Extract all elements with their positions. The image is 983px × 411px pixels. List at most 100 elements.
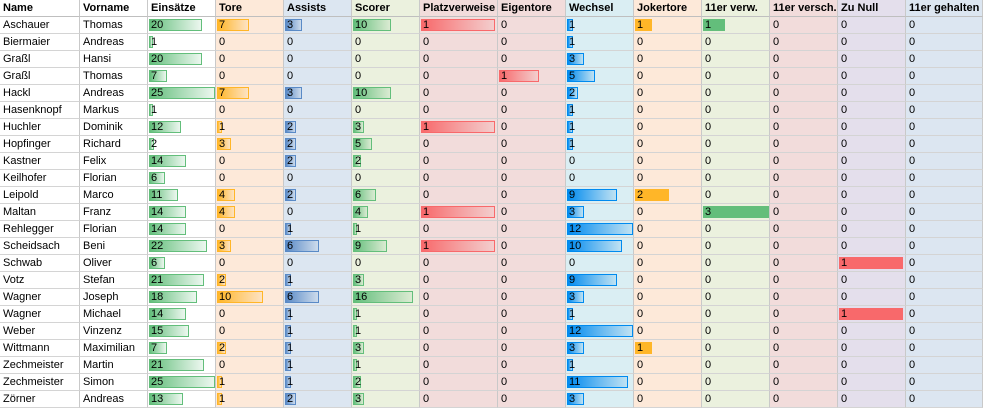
cell-11er-gehalten[interactable]: 0 <box>906 85 983 102</box>
cell-platzverweise[interactable]: 0 <box>420 272 498 289</box>
header-cell-vorname[interactable]: Vorname <box>80 0 148 17</box>
cell-jokertore[interactable]: 0 <box>634 255 702 272</box>
cell-tore[interactable]: 0 <box>216 34 284 51</box>
header-cell-11er-verw[interactable]: 11er verw. <box>702 0 770 17</box>
cell-einsaetze[interactable]: 11 <box>148 187 216 204</box>
cell-platzverweise[interactable]: 0 <box>420 34 498 51</box>
cell-11er-versch[interactable]: 0 <box>770 357 838 374</box>
cell-eigentore[interactable]: 0 <box>498 153 566 170</box>
cell-11er-versch[interactable]: 0 <box>770 391 838 408</box>
cell-einsaetze[interactable]: 14 <box>148 221 216 238</box>
cell-jokertore[interactable]: 0 <box>634 102 702 119</box>
cell-einsaetze[interactable]: 7 <box>148 340 216 357</box>
cell-zu-null[interactable]: 1 <box>838 306 906 323</box>
cell-assists[interactable]: 1 <box>284 340 352 357</box>
cell-zu-null[interactable]: 0 <box>838 221 906 238</box>
cell-eigentore[interactable]: 0 <box>498 170 566 187</box>
cell-wechsel[interactable]: 1 <box>566 34 634 51</box>
cell-tore[interactable]: 10 <box>216 289 284 306</box>
cell-platzverweise[interactable]: 1 <box>420 119 498 136</box>
cell-zu-null[interactable]: 0 <box>838 391 906 408</box>
cell-jokertore[interactable]: 0 <box>634 306 702 323</box>
cell-zu-null[interactable]: 0 <box>838 187 906 204</box>
cell-tore[interactable]: 0 <box>216 102 284 119</box>
cell-jokertore[interactable]: 2 <box>634 187 702 204</box>
cell-11er-gehalten[interactable]: 0 <box>906 51 983 68</box>
cell-tore[interactable]: 7 <box>216 85 284 102</box>
cell-tore[interactable]: 0 <box>216 323 284 340</box>
cell-assists[interactable]: 2 <box>284 391 352 408</box>
cell-11er-gehalten[interactable]: 0 <box>906 17 983 34</box>
cell-assists[interactable]: 1 <box>284 357 352 374</box>
cell-eigentore[interactable]: 0 <box>498 34 566 51</box>
cell-tore[interactable]: 2 <box>216 340 284 357</box>
header-cell-jokertore[interactable]: Jokertore <box>634 0 702 17</box>
cell-vorname[interactable]: Stefan <box>80 272 148 289</box>
cell-11er-versch[interactable]: 0 <box>770 153 838 170</box>
header-cell-tore[interactable]: Tore <box>216 0 284 17</box>
cell-einsaetze[interactable]: 20 <box>148 17 216 34</box>
cell-11er-verw[interactable]: 0 <box>702 238 770 255</box>
cell-einsaetze[interactable]: 12 <box>148 119 216 136</box>
cell-11er-gehalten[interactable]: 0 <box>906 170 983 187</box>
header-cell-assists[interactable]: Assists <box>284 0 352 17</box>
cell-einsaetze[interactable]: 14 <box>148 153 216 170</box>
cell-jokertore[interactable]: 0 <box>634 51 702 68</box>
header-cell-11er-versch[interactable]: 11er versch. <box>770 0 838 17</box>
cell-zu-null[interactable]: 0 <box>838 272 906 289</box>
cell-11er-versch[interactable]: 0 <box>770 289 838 306</box>
cell-11er-verw[interactable]: 0 <box>702 153 770 170</box>
cell-tore[interactable]: 4 <box>216 204 284 221</box>
cell-vorname[interactable]: Florian <box>80 170 148 187</box>
cell-assists[interactable]: 2 <box>284 119 352 136</box>
cell-einsaetze[interactable]: 20 <box>148 51 216 68</box>
cell-jokertore[interactable]: 0 <box>634 357 702 374</box>
cell-platzverweise[interactable]: 0 <box>420 289 498 306</box>
cell-assists[interactable]: 0 <box>284 68 352 85</box>
cell-eigentore[interactable]: 0 <box>498 391 566 408</box>
cell-assists[interactable]: 1 <box>284 323 352 340</box>
cell-jokertore[interactable]: 0 <box>634 323 702 340</box>
cell-name[interactable]: Biermaier <box>0 34 80 51</box>
cell-11er-versch[interactable]: 0 <box>770 85 838 102</box>
cell-vorname[interactable]: Vinzenz <box>80 323 148 340</box>
cell-name[interactable]: Weber <box>0 323 80 340</box>
cell-scorer[interactable]: 5 <box>352 136 420 153</box>
cell-assists[interactable]: 0 <box>284 170 352 187</box>
cell-scorer[interactable]: 6 <box>352 187 420 204</box>
cell-name[interactable]: Zechmeister <box>0 374 80 391</box>
cell-wechsel[interactable]: 12 <box>566 323 634 340</box>
cell-11er-verw[interactable]: 0 <box>702 221 770 238</box>
header-cell-wechsel[interactable]: Wechsel <box>566 0 634 17</box>
cell-wechsel[interactable]: 0 <box>566 170 634 187</box>
cell-scorer[interactable]: 3 <box>352 272 420 289</box>
cell-tore[interactable]: 1 <box>216 391 284 408</box>
cell-jokertore[interactable]: 0 <box>634 34 702 51</box>
cell-11er-gehalten[interactable]: 0 <box>906 357 983 374</box>
cell-11er-verw[interactable]: 0 <box>702 255 770 272</box>
cell-jokertore[interactable]: 0 <box>634 85 702 102</box>
cell-zu-null[interactable]: 0 <box>838 34 906 51</box>
cell-platzverweise[interactable]: 0 <box>420 102 498 119</box>
header-cell-scorer[interactable]: Scorer <box>352 0 420 17</box>
cell-wechsel[interactable]: 3 <box>566 289 634 306</box>
cell-11er-gehalten[interactable]: 0 <box>906 221 983 238</box>
cell-11er-verw[interactable]: 0 <box>702 85 770 102</box>
cell-eigentore[interactable]: 0 <box>498 255 566 272</box>
cell-eigentore[interactable]: 0 <box>498 17 566 34</box>
cell-tore[interactable]: 3 <box>216 238 284 255</box>
cell-name[interactable]: Rehlegger <box>0 221 80 238</box>
cell-11er-versch[interactable]: 0 <box>770 136 838 153</box>
cell-11er-gehalten[interactable]: 0 <box>906 340 983 357</box>
cell-11er-gehalten[interactable]: 0 <box>906 374 983 391</box>
cell-name[interactable]: Schwab <box>0 255 80 272</box>
cell-11er-gehalten[interactable]: 0 <box>906 136 983 153</box>
cell-jokertore[interactable]: 1 <box>634 340 702 357</box>
cell-eigentore[interactable]: 0 <box>498 272 566 289</box>
cell-11er-verw[interactable]: 0 <box>702 34 770 51</box>
cell-scorer[interactable]: 10 <box>352 85 420 102</box>
cell-tore[interactable]: 0 <box>216 221 284 238</box>
cell-platzverweise[interactable]: 0 <box>420 255 498 272</box>
cell-assists[interactable]: 1 <box>284 306 352 323</box>
cell-wechsel[interactable]: 3 <box>566 204 634 221</box>
